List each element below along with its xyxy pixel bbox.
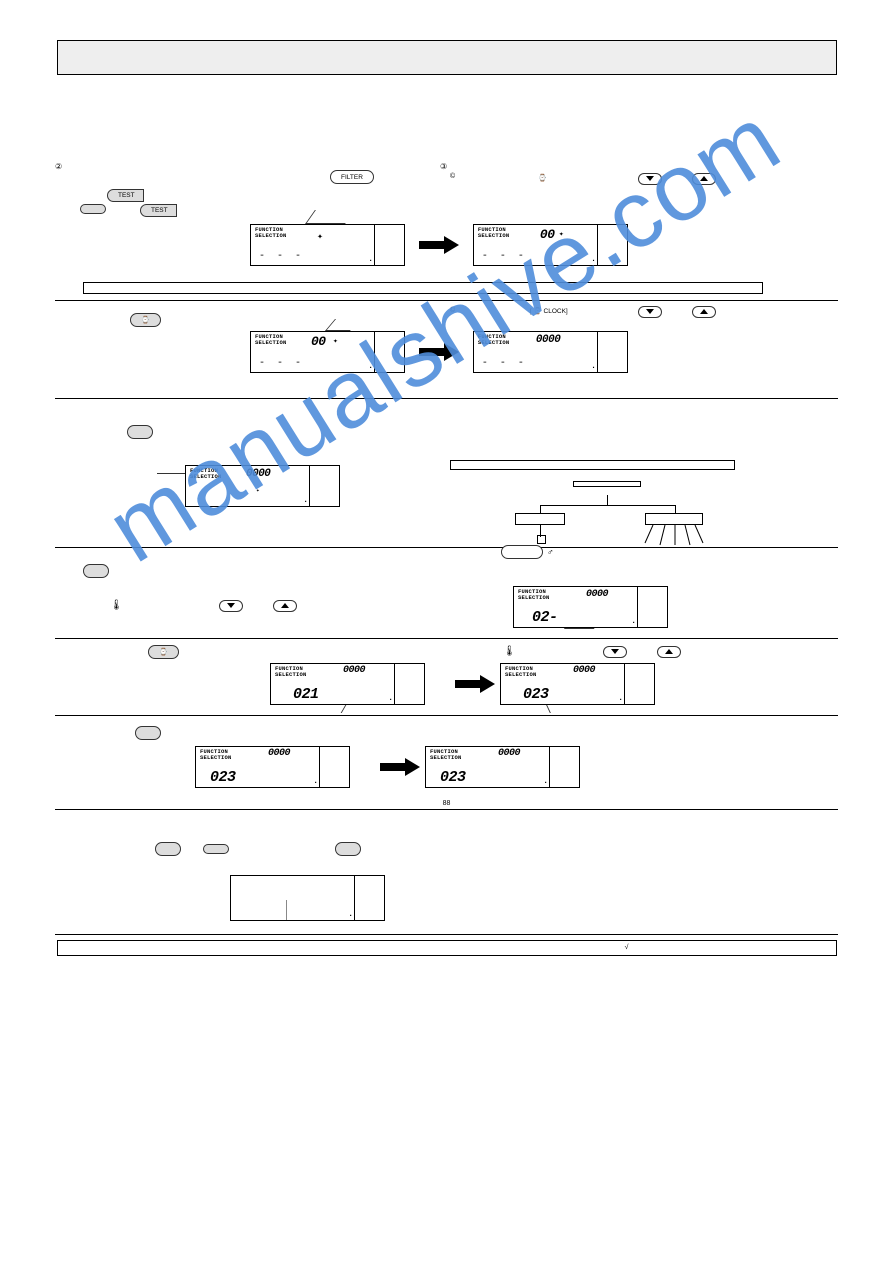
lcd-1a: FUNCTIONSELECTION ✦ - - - . xyxy=(250,224,405,266)
lcd-temp: FUNCTIONSELECTION 0000 02- . xyxy=(513,586,668,628)
nav-down-3[interactable] xyxy=(603,646,627,658)
lcd-mode-a: FUNCTIONSELECTION 0000 021 . xyxy=(270,663,425,705)
clock-button[interactable]: ⌚ xyxy=(130,313,161,327)
nav-up-3[interactable] xyxy=(657,646,681,658)
lcd-2b: FUNCTIONSELECTION 0000 - - - . xyxy=(473,331,628,373)
test-tab-2[interactable]: TEST xyxy=(140,204,177,217)
footer-note-bar: √ xyxy=(57,940,837,956)
diagram-title-bar xyxy=(450,460,735,470)
mode-button-2[interactable] xyxy=(83,564,109,578)
step-2-row: ② FILTER ③ © ⌚ TEST TEST xyxy=(55,162,838,222)
step-3-number: ③ xyxy=(440,162,447,171)
clock-label: [ ⌚ CLOCK] xyxy=(530,307,568,315)
clock-button-2[interactable]: ⌚ xyxy=(148,645,179,659)
temp-up-button[interactable] xyxy=(692,173,716,185)
final-button-small[interactable] xyxy=(203,844,229,854)
lcd-mode-b: FUNCTIONSELECTION 0000 023 . xyxy=(500,663,655,705)
arrow-right-icon xyxy=(455,675,495,693)
temp-up-2[interactable] xyxy=(273,600,297,612)
lcd-2a: FUNCTIONSELECTION 00 ✦ - - - . xyxy=(250,331,405,373)
step-clock-row: © [ ⌚ CLOCK] ⌚ xyxy=(55,307,838,329)
temperature-icon-2: 🌡 xyxy=(503,646,516,657)
lcd-confirm-a: FUNCTIONSELECTION 0000 023 . xyxy=(195,746,350,788)
arrow-right-icon xyxy=(419,236,459,254)
nav-up-button[interactable] xyxy=(692,306,716,318)
lcd-final: . xyxy=(230,875,385,921)
step-temp-header xyxy=(55,564,838,584)
indoor-unit-a xyxy=(515,513,565,525)
temp-down-2[interactable] xyxy=(219,600,243,612)
final-button-2[interactable] xyxy=(335,842,361,856)
indoor-unit-b xyxy=(645,513,703,525)
small-button-1[interactable] xyxy=(80,204,106,214)
lcd-1b: FUNCTIONSELECTION 00 ✦ - - - . xyxy=(473,224,628,266)
junction-box xyxy=(537,535,546,544)
page-header-bar xyxy=(57,40,837,75)
clock-icon: ⌚ xyxy=(538,174,547,182)
step-diagram-row: FUNCTIONSELECTION 0000 . ✦ xyxy=(55,425,838,545)
step-confirm-row: FUNCTIONSELECTION 0000 023 . FUNCTIONSEL… xyxy=(55,728,838,798)
lcd-pair-2: FUNCTIONSELECTION 00 ✦ - - - . FUNCTIONS… xyxy=(55,331,838,386)
step-mode-row: ⌚ 🌡 FUNCTIONSELECTION 0000 021 . FUNCTIO… xyxy=(55,641,838,713)
footer-check-mark: √ xyxy=(625,944,629,951)
mode-button-1[interactable] xyxy=(127,425,153,439)
step-2-number: ② xyxy=(55,162,62,171)
temp-down-button[interactable] xyxy=(638,173,662,185)
section-bar-1 xyxy=(83,282,763,294)
arrow-right-icon xyxy=(419,343,459,361)
step-temp-row: 🌡 FUNCTIONSELECTION 0000 02- . xyxy=(55,586,838,636)
lcd-pair-1: FUNCTIONSELECTION ✦ - - - . FUNCTIONSELE… xyxy=(55,224,838,279)
test-tab-1[interactable]: TEST xyxy=(107,189,144,202)
arrow-right-icon xyxy=(380,758,420,776)
final-button-1[interactable] xyxy=(155,842,181,856)
manual-page: manualshive.com ② FILTER ③ © ⌚ TEST TEST… xyxy=(0,0,893,1263)
mid-page-number: 88 xyxy=(55,800,838,807)
step-final-row: . xyxy=(55,842,838,932)
lcd-3: FUNCTIONSELECTION 0000 . ✦ xyxy=(185,465,340,507)
temperature-icon: 🌡 xyxy=(110,600,123,611)
mode-button-3[interactable] xyxy=(135,726,161,740)
remote-controller-pill xyxy=(501,545,543,559)
lcd-confirm-b: FUNCTIONSELECTION 0000 023 . xyxy=(425,746,580,788)
nav-down-button[interactable] xyxy=(638,306,662,318)
outdoor-unit-box xyxy=(573,481,641,487)
filter-button[interactable]: FILTER xyxy=(330,170,374,184)
